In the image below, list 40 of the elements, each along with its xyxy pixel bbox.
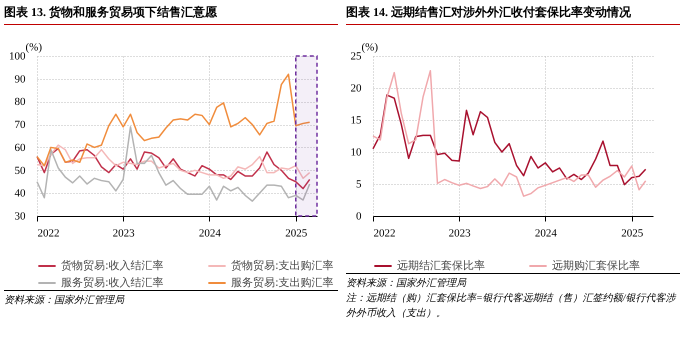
x-tick-label: 2024 — [198, 228, 222, 240]
y-tick-label: 15 — [350, 114, 362, 126]
y-tick-label: 5 — [356, 178, 362, 190]
x-tick-label: 2025 — [621, 228, 644, 240]
y-tick-label: 60 — [14, 142, 26, 154]
legend-label: 货物贸易:支出购汇率 — [231, 259, 334, 272]
y-axis-title: (%) — [26, 42, 42, 54]
line-series — [372, 70, 646, 197]
line-series — [36, 74, 310, 166]
x-tick-label: 2022 — [38, 228, 60, 240]
line-series — [372, 94, 646, 186]
y-tick-label: 25 — [350, 50, 362, 62]
y-tick-label: 10 — [350, 146, 362, 158]
text: 资料来源：国家外汇管理局 — [346, 276, 468, 291]
chart-title: 图表 14. 远期结售汇对涉外外汇收付套保比率变动情况 — [346, 2, 680, 25]
legend-label: 远期购汇套保比率 — [552, 259, 640, 272]
legend-label: 服务贸易:支出购汇率 — [231, 276, 334, 289]
y-tick-label: 50 — [14, 164, 26, 177]
x-tick-label: 2025 — [285, 228, 308, 240]
y-tick-label: 30 — [14, 210, 26, 222]
legend-label: 服务贸易:收入结汇率 — [61, 276, 164, 289]
y-tick-label: 70 — [14, 119, 26, 132]
chart-title: 图表 13. 货物和服务贸易项下结售汇意愿 — [4, 2, 338, 25]
y-tick-label: 0 — [356, 210, 362, 222]
x-tick-label: 2023 — [112, 228, 136, 240]
y-tick-label: 100 — [9, 50, 26, 62]
legend-label: 货物贸易:收入结汇率 — [61, 259, 164, 272]
y-tick-label: 80 — [14, 96, 26, 108]
text: 注：远期结（购）汇套保比率=银行代客远期结（售）汇签约额/银行代客涉外外币收入（支出）。 — [346, 292, 678, 321]
line-series — [36, 148, 310, 190]
y-tick-label: 20 — [350, 82, 362, 94]
y-axis-title: (%) — [362, 42, 378, 54]
x-tick-label: 2024 — [534, 228, 558, 240]
y-tick-label: 40 — [14, 188, 26, 200]
y-tick-label: 90 — [14, 73, 26, 86]
line-series — [36, 144, 310, 180]
x-tick-label: 2023 — [448, 228, 472, 240]
text: 资料来源：国家外汇管理局 — [4, 293, 338, 308]
x-tick-label: 2022 — [374, 228, 396, 240]
legend-label: 远期结汇套保比率 — [397, 259, 485, 272]
